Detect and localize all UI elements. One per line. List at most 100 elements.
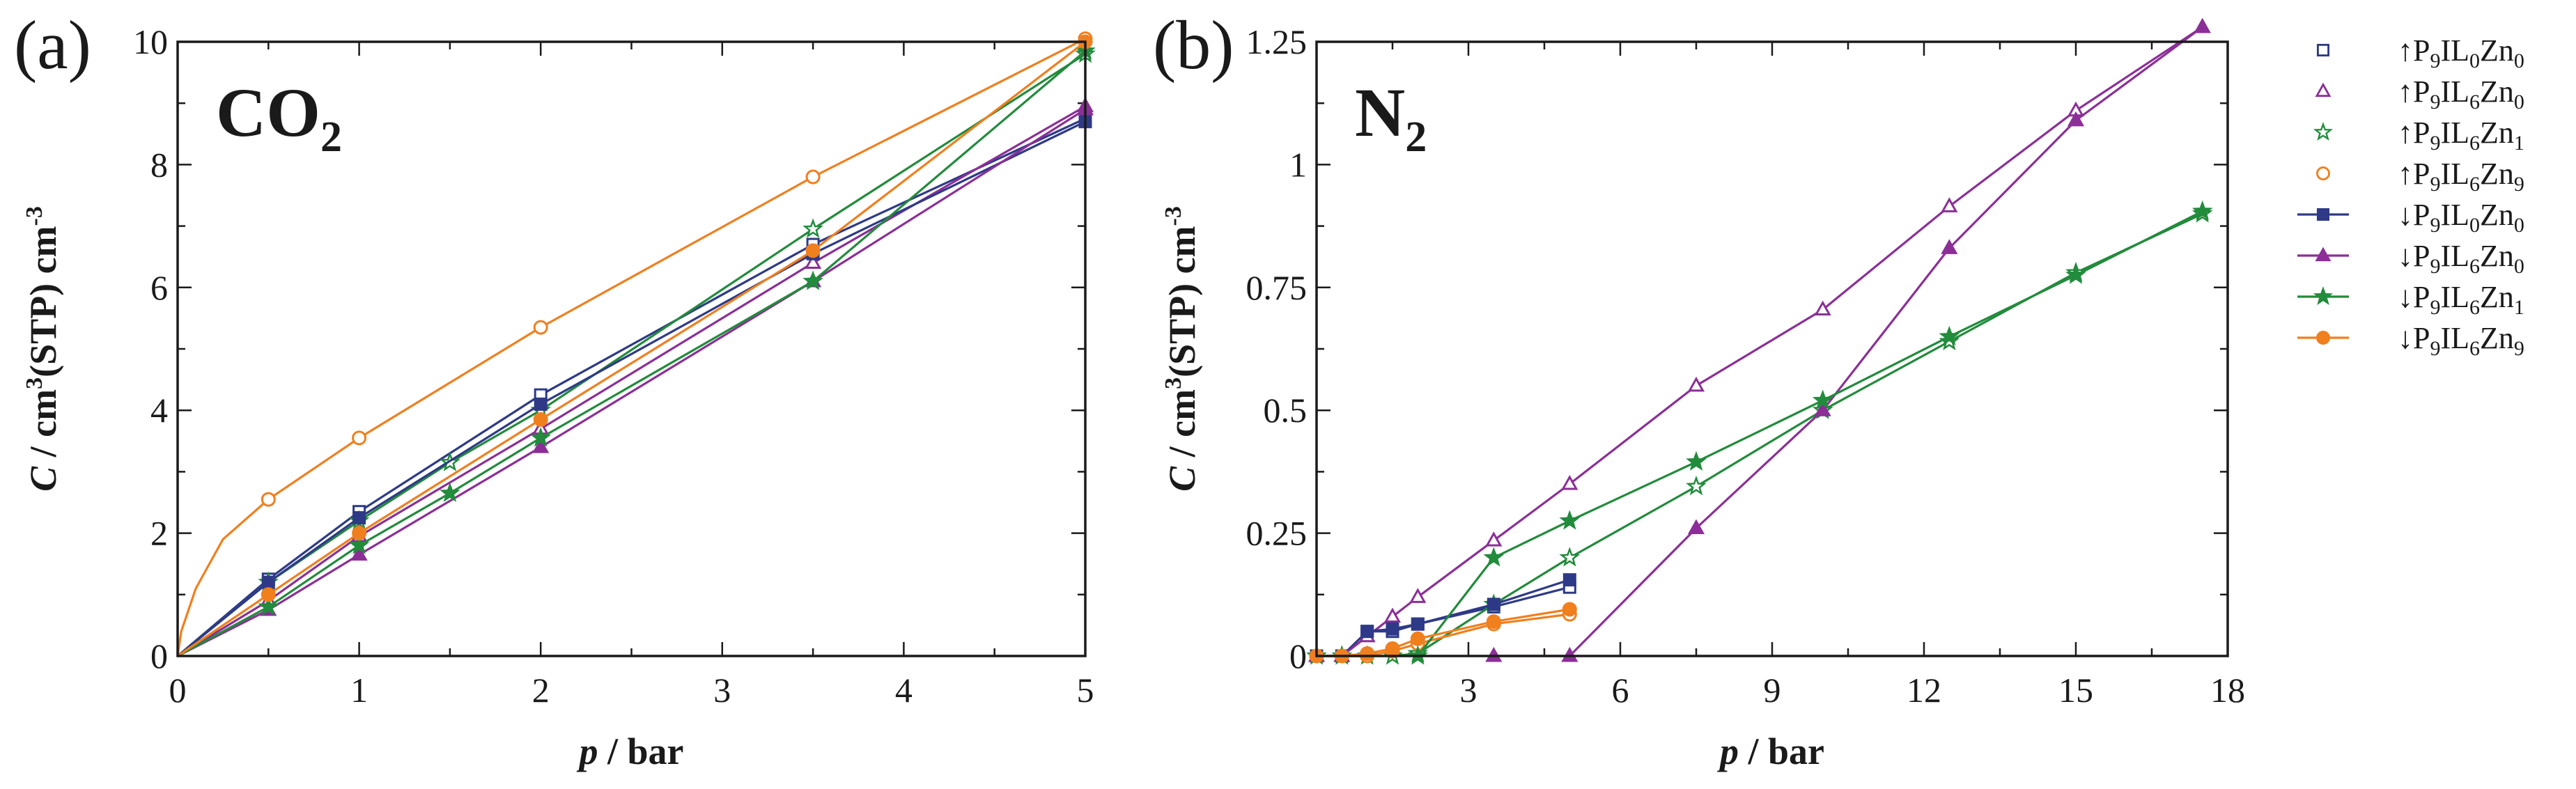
series-8 (177, 34, 1093, 657)
y-tick-label: 1 (1289, 145, 1307, 184)
series-5 (176, 115, 1092, 657)
x-tick-label: 4 (895, 671, 913, 710)
data-point (261, 492, 276, 507)
data-point (2067, 111, 2085, 127)
y-tick-label: 0 (150, 636, 168, 675)
data-point (1812, 389, 1833, 409)
legend-item: ↑P9IL0Zn0 (2316, 33, 2524, 72)
data-point (1385, 641, 1400, 656)
legend-label: ↓P9IL6Zn1 (2398, 280, 2524, 319)
y-tick-label: 1.25 (1246, 22, 1308, 61)
legend-label: ↑P9IL6Zn1 (2398, 116, 2524, 155)
panel-label: (a) (14, 6, 91, 84)
x-tick-label: 2 (532, 671, 550, 710)
legend-marker (2313, 122, 2334, 141)
y-tick-label: 0 (1289, 636, 1307, 675)
data-point (1814, 401, 1831, 416)
x-axis-label: p / bar (1717, 731, 1824, 772)
data-point (1559, 510, 1581, 530)
data-point (348, 534, 370, 554)
chart-panel-b: 3 6 9 12 15 18 0 0.25 0.5 0.75 1 1.25 (b) N2 p / bar C … (1153, 6, 2245, 772)
x-tick-label: 15 (2058, 671, 2093, 710)
x-tick-label: 18 (2210, 671, 2245, 710)
data-point (1562, 573, 1576, 587)
data-point (1686, 451, 1707, 471)
data-point (1360, 646, 1375, 661)
data-point (1687, 519, 1705, 535)
y-axis-label: C / cm3(STP) cm-3 (1161, 206, 1203, 492)
series-line (1317, 613, 1570, 657)
data-point (1409, 588, 1427, 603)
gas-annotation: N2 (1355, 74, 1427, 161)
data-point (1562, 602, 1577, 617)
legend-marker (2316, 331, 2330, 345)
y-tick-label: 8 (150, 145, 168, 184)
x-tick-label: 3 (713, 671, 731, 710)
legend-item: ↓P9IL0Zn0 (2297, 198, 2524, 237)
legend-marker (2316, 208, 2330, 221)
legend-marker (2315, 82, 2331, 97)
data-point (350, 545, 368, 561)
data-point (802, 218, 823, 238)
data-point (534, 397, 548, 411)
series-line (1317, 26, 2203, 657)
legend-label: ↓P9IL6Zn0 (2398, 239, 2524, 278)
plot-frame (176, 40, 1087, 657)
data-point (440, 482, 460, 502)
series-7 (1407, 200, 2213, 665)
y-tick-label: 0.75 (1246, 268, 1308, 307)
data-point (261, 587, 276, 602)
legend-label: ↓P9IL6Zn9 (2398, 321, 2524, 360)
legend-item: ↓P9IL6Zn9 (2297, 321, 2524, 360)
y-axis-label: C / cm3(STP) cm-3 (22, 206, 64, 492)
data-point (261, 575, 275, 589)
series-line (177, 40, 1086, 657)
plot-frame (1315, 40, 2229, 657)
legend-label: ↑P9IL6Zn0 (2398, 75, 2524, 114)
data-point (533, 412, 548, 427)
data-point (352, 511, 366, 525)
y-tick-label: 0.5 (1264, 391, 1308, 430)
data-point (805, 243, 821, 258)
series-line (177, 108, 1086, 657)
y-tick-label: 2 (150, 514, 168, 553)
y-tick-label: 0.25 (1246, 514, 1308, 553)
legend-item: ↑P9IL6Zn1 (2313, 116, 2524, 155)
data-point (1383, 607, 1402, 623)
legend-item: ↑P9IL6Zn9 (2316, 157, 2524, 196)
data-point (1939, 325, 1960, 346)
series-line (1417, 210, 2203, 657)
legend-item: ↓P9IL6Zn0 (2297, 239, 2524, 278)
data-point (1410, 631, 1425, 646)
data-point (2065, 264, 2086, 284)
x-tick-label: 3 (1460, 671, 1477, 710)
series-6 (1485, 17, 2211, 662)
data-point (1814, 300, 1831, 316)
data-point (1485, 531, 1503, 547)
legend-marker (2313, 286, 2334, 305)
data-point (1686, 475, 1707, 496)
data-point (532, 438, 550, 453)
y-tick-label: 6 (150, 268, 168, 307)
data-point (2191, 200, 2213, 221)
data-point (1483, 547, 1505, 567)
data-point (805, 169, 821, 185)
legend-marker (2316, 43, 2330, 57)
data-point (533, 320, 548, 335)
gas-annotation: CO2 (216, 74, 342, 161)
data-point (1941, 239, 1958, 254)
legend-label: ↓P9IL0Zn0 (2398, 198, 2524, 237)
data-point (258, 595, 279, 616)
data-point (805, 253, 822, 269)
x-tick-label: 5 (1077, 671, 1094, 710)
series-line (1317, 212, 2203, 657)
data-point (1561, 474, 1578, 490)
series-line (1493, 26, 2203, 657)
data-point (1411, 617, 1425, 631)
x-tick-label: 6 (1612, 671, 1629, 710)
legend: ↑P9IL0Zn0↑P9IL6Zn0↑P9IL6Zn1↑P9IL6Zn9↓P9I… (2297, 33, 2524, 360)
y-tick-label: 10 (133, 22, 168, 61)
data-point (1559, 547, 1581, 567)
